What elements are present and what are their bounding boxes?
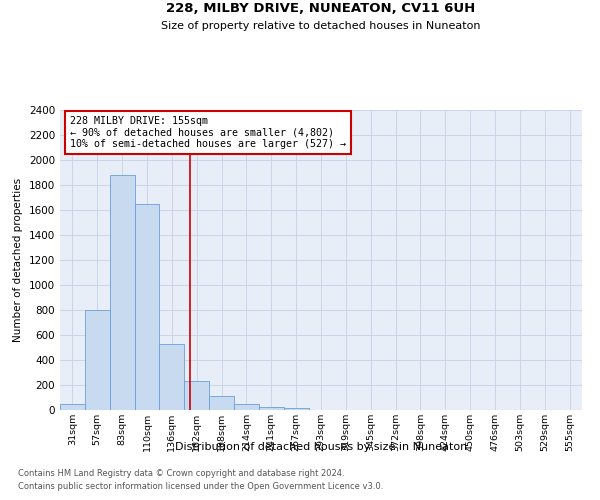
Bar [284,408,308,410]
Bar [160,344,184,410]
Y-axis label: Number of detached properties: Number of detached properties [13,178,23,342]
Bar [184,381,209,410]
Text: 228, MILBY DRIVE, NUNEATON, CV11 6UH: 228, MILBY DRIVE, NUNEATON, CV11 6UH [166,2,476,16]
Bar [134,204,160,410]
Bar [60,404,85,410]
Text: Contains HM Land Registry data © Crown copyright and database right 2024.: Contains HM Land Registry data © Crown c… [18,468,344,477]
Bar [259,407,284,410]
Text: Size of property relative to detached houses in Nuneaton: Size of property relative to detached ho… [161,21,481,31]
Bar [234,404,259,410]
Bar [209,396,234,410]
Bar [110,175,134,410]
Text: Distribution of detached houses by size in Nuneaton: Distribution of detached houses by size … [175,442,467,452]
Text: 228 MILBY DRIVE: 155sqm
← 90% of detached houses are smaller (4,802)
10% of semi: 228 MILBY DRIVE: 155sqm ← 90% of detache… [70,116,346,149]
Text: Contains public sector information licensed under the Open Government Licence v3: Contains public sector information licen… [18,482,383,491]
Bar [85,310,110,410]
